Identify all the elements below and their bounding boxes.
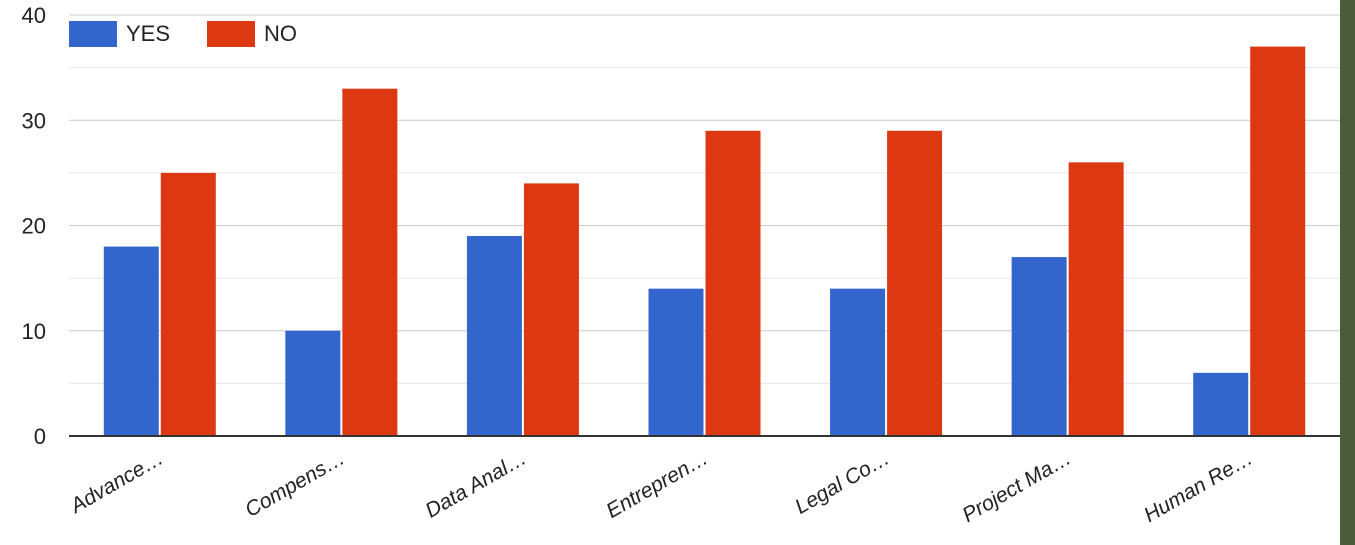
gridlines xyxy=(69,14,1340,384)
legend-label-yes: YES xyxy=(126,21,171,46)
y-tick-label: 10 xyxy=(22,319,46,344)
bar-yes-3 xyxy=(648,288,704,436)
legend-swatch-yes xyxy=(69,21,117,47)
bar-yes-1 xyxy=(285,330,341,436)
x-category-label: Human Re… xyxy=(1140,446,1257,527)
bar-no-2 xyxy=(523,183,579,436)
y-tick-label: 20 xyxy=(22,214,46,239)
y-axis-ticks: 0 10 20 30 40 xyxy=(22,3,46,449)
x-category-label: Entrepren… xyxy=(602,446,712,523)
y-tick-label: 40 xyxy=(22,3,46,28)
x-axis-labels: Advance… Compens… Data Anal… Entrepren… Lega… xyxy=(65,446,1257,527)
bar-no-3 xyxy=(705,130,761,436)
bar-yes-4 xyxy=(830,288,886,436)
legend-label-no: NO xyxy=(264,21,298,46)
bar-yes-0 xyxy=(103,246,159,436)
legend-item-no: NO xyxy=(207,21,297,47)
bar-no-5 xyxy=(1068,162,1124,436)
bar-yes-2 xyxy=(466,236,522,436)
bar-no-6 xyxy=(1250,46,1306,436)
bar-yes-6 xyxy=(1193,372,1249,436)
y-tick-label: 30 xyxy=(22,108,46,133)
x-category-label: Legal Co… xyxy=(791,446,893,518)
x-category-label: Project Ma… xyxy=(959,446,1076,527)
x-category-label: Data Anal… xyxy=(422,446,531,522)
bar-yes-5 xyxy=(1011,257,1067,436)
bars xyxy=(103,46,1306,437)
legend-swatch-no xyxy=(207,21,256,47)
bar-no-0 xyxy=(160,172,216,436)
side-strip xyxy=(1340,0,1355,545)
legend-item-yes: YES xyxy=(69,21,170,47)
x-category-label: Advance… xyxy=(65,446,167,518)
bar-no-1 xyxy=(342,88,398,437)
x-category-label: Compens… xyxy=(241,446,349,521)
y-tick-label: 0 xyxy=(34,424,46,449)
legend: YES NO xyxy=(69,21,334,47)
bar-no-4 xyxy=(887,130,943,436)
